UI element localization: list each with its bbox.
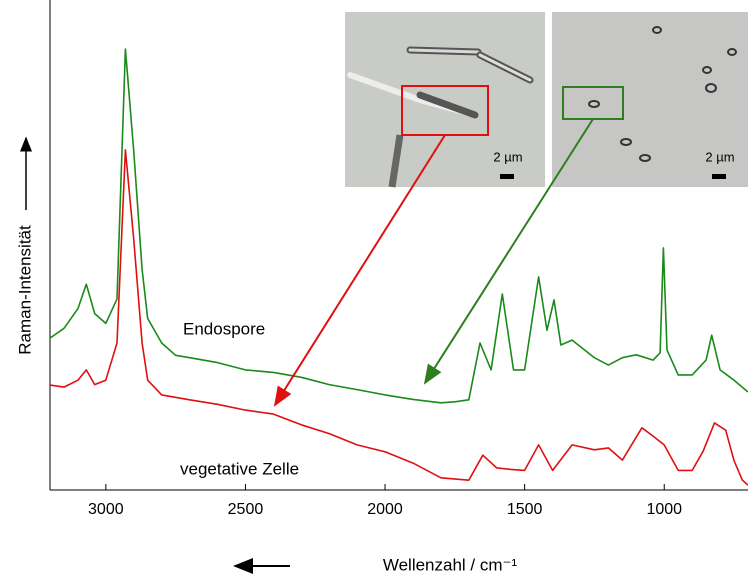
x-tick-label: 1000 [646,501,682,518]
scale-label: 2 µm [705,149,734,164]
line-series [49,48,748,404]
x-tick-label: 3000 [88,501,124,518]
x-tick-label: 2500 [228,501,264,518]
x-tick-label: 2000 [367,501,403,518]
inset-photo-right [552,12,748,187]
inset-photo-left [345,12,545,188]
plot-area: 3000 2500 2000 1500 1000 [49,0,748,518]
annotation: vegetative Zelle [180,459,299,478]
line-series [49,149,748,486]
annotation: Endospore [183,319,265,338]
pointer-arrow [273,134,446,407]
x-axis-label: Wellenzahl / cm⁻¹ [383,555,518,574]
y-axis-label: Raman-Intensität [15,225,34,355]
x-tick-label: 1500 [507,501,543,518]
scale-label: 2 µm [493,149,522,164]
pointer-arrow [423,118,594,385]
